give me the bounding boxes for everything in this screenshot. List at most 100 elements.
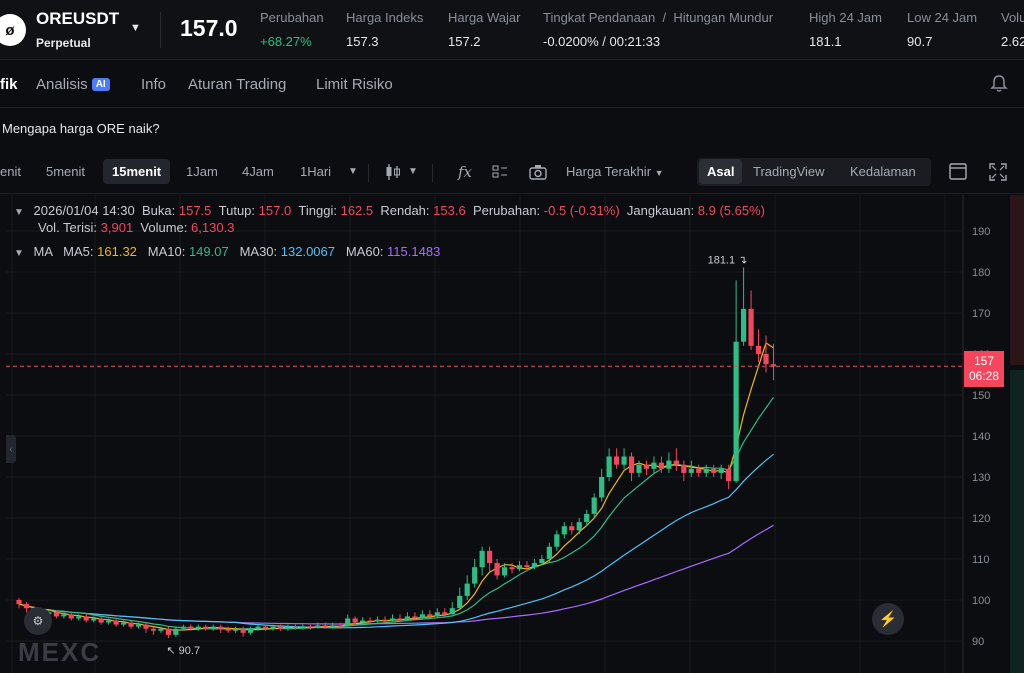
candle-body	[367, 620, 373, 622]
lightning-button[interactable]: ⚡	[872, 603, 904, 635]
timeframe-1h[interactable]: 1Jam	[186, 164, 218, 179]
timeframe-15min[interactable]: 15menit	[103, 159, 171, 184]
indicators-icon[interactable]: fx	[458, 163, 473, 181]
chevron-down-icon[interactable]: ▼	[14, 248, 24, 259]
stat-value: 181.1	[809, 34, 842, 49]
candlestick-chart[interactable]: 19018017016015014013012011010090 181.1 ↴…	[0, 195, 1024, 673]
why-price-link[interactable]: Mengapa harga ORE naik?	[2, 121, 160, 136]
candle-body	[98, 618, 104, 623]
timeframe-more-caret-icon[interactable]: ▼	[348, 166, 358, 177]
chevron-down-icon[interactable]: ▼	[14, 207, 24, 218]
chart-toolbar: enit 5menit 15menit 1Jam 4Jam 1Hari ▼ ▼ …	[0, 150, 1024, 194]
candle-body	[210, 626, 216, 629]
volume-legend: Vol. Terisi: 3,901 Volume: 6,130.3	[38, 220, 234, 235]
low-value: 153.6	[433, 203, 466, 218]
ma-legend: ▼ MA MA5: 161.32 MA10: 149.07 MA30: 132.…	[14, 244, 440, 259]
candle	[367, 617, 373, 624]
divider	[432, 164, 433, 182]
divider	[160, 12, 161, 48]
view-original[interactable]: Asal	[699, 159, 743, 184]
candle	[16, 597, 22, 609]
view-tradingview[interactable]: TradingView	[753, 164, 825, 179]
candle	[218, 624, 224, 633]
mexc-watermark: MEXC	[18, 637, 102, 667]
candle	[591, 493, 597, 518]
candle-type-caret-icon[interactable]: ▼	[408, 166, 418, 177]
candle-body	[509, 567, 515, 570]
candle	[584, 509, 590, 527]
layout-template-icon[interactable]	[492, 164, 508, 180]
candle-body	[472, 567, 478, 584]
candle-body	[748, 308, 754, 346]
chart-settings-button[interactable]: ⚙	[24, 607, 52, 635]
candle-body	[479, 550, 485, 568]
low-label: Rendah:	[380, 203, 430, 218]
y-tick-label: 100	[972, 595, 990, 607]
symbol-name[interactable]: OREUSDT	[36, 9, 120, 28]
timeframe-1min[interactable]: enit	[0, 164, 21, 179]
price-chart[interactable]: 19018017016015014013012011010090 181.1 ↴…	[0, 195, 1024, 673]
candle-type-icon[interactable]	[384, 163, 402, 181]
candle-body	[688, 468, 694, 473]
view-depth[interactable]: Kedalaman	[850, 164, 916, 179]
tab-chart[interactable]: fik	[0, 76, 18, 93]
collapse-handle[interactable]: ‹	[6, 435, 16, 463]
tab-analysis[interactable]: Analisis AI	[36, 76, 110, 93]
volume-value: 6,130.3	[191, 220, 235, 235]
candle	[539, 554, 545, 566]
stat-value: 2.62	[1001, 34, 1024, 49]
ma5-line	[18, 341, 774, 631]
candle	[531, 559, 538, 570]
stat-label: High 24 Jam	[809, 10, 882, 25]
candle	[300, 624, 306, 630]
candle-body	[374, 619, 381, 622]
tab-trading-rules[interactable]: Aturan Trading	[188, 76, 287, 93]
tab-info[interactable]: Info	[141, 76, 167, 93]
candle	[225, 626, 231, 633]
timeframe-5min[interactable]: 5menit	[46, 164, 86, 179]
candle-body	[501, 567, 508, 576]
tab-risk-limit[interactable]: Limit Risiko	[316, 76, 393, 93]
filled-label: Vol. Terisi:	[38, 220, 98, 235]
bell-icon[interactable]	[990, 74, 1008, 94]
candle-body	[322, 625, 328, 627]
candle	[270, 624, 276, 631]
timeframe-1d[interactable]: 1Hari	[300, 164, 332, 179]
candle	[106, 618, 112, 625]
y-tick-label: 110	[972, 554, 990, 566]
volume-label: Volume:	[140, 220, 188, 235]
candle-body	[449, 608, 455, 615]
y-tick-label: 150	[972, 390, 990, 402]
candle-body	[554, 534, 560, 547]
candle-body	[404, 616, 411, 620]
candle-body	[158, 628, 164, 631]
candle	[554, 530, 560, 551]
ma5-value: 161.32	[97, 244, 137, 259]
candle	[210, 624, 216, 631]
stat-funding-rate: Tingkat Pendanaan / Hitungan Mundur -0.0…	[543, 10, 773, 49]
fullscreen-icon[interactable]	[989, 163, 1007, 181]
camera-icon[interactable]	[529, 164, 547, 180]
stat-value: 157.2	[448, 34, 481, 49]
price-type-select[interactable]: Harga Terakhir ▼	[566, 164, 664, 179]
stat-change: Perubahan +68.27%	[260, 10, 324, 49]
candle	[472, 559, 478, 588]
layout-panel-icon[interactable]	[949, 163, 967, 180]
candle-body	[106, 620, 112, 623]
ma10-label: MA10:	[147, 244, 186, 259]
candle	[464, 575, 470, 600]
candle-body	[576, 522, 582, 531]
candle	[247, 626, 254, 635]
candle-body	[135, 624, 142, 627]
symbol-dropdown-caret-icon[interactable]: ▼	[130, 22, 141, 34]
timeframe-4h[interactable]: 4Jam	[242, 164, 274, 179]
candle-body	[165, 628, 171, 635]
candle-body	[442, 612, 448, 615]
ma60-line	[18, 524, 774, 625]
y-tick-label: 140	[972, 431, 990, 443]
stat-label: Perubahan	[260, 10, 324, 25]
candle	[113, 618, 119, 627]
candle	[442, 608, 448, 617]
candle-body	[270, 626, 276, 629]
candle-body	[658, 462, 665, 469]
